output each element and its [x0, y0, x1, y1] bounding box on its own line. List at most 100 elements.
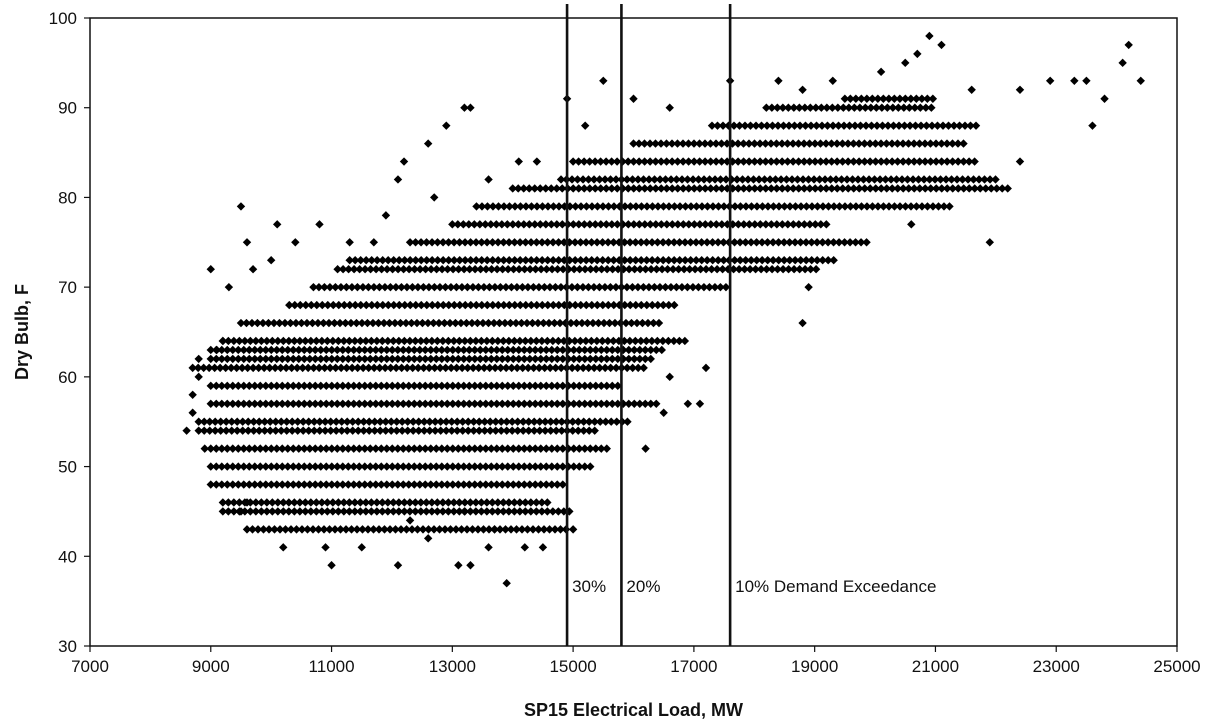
- data-point: [756, 220, 765, 229]
- data-point: [917, 94, 927, 103]
- data-point: [334, 507, 343, 516]
- data-point: [609, 238, 618, 247]
- data-point: [701, 363, 711, 373]
- data-point: [750, 139, 759, 148]
- data-point: [537, 507, 547, 516]
- data-point: [668, 220, 677, 229]
- data-point: [519, 184, 528, 193]
- data-point: [350, 498, 360, 507]
- data-point: [355, 480, 364, 489]
- data-point: [488, 300, 497, 310]
- data-point: [272, 480, 281, 489]
- data-point: [514, 381, 523, 391]
- data-point: [338, 354, 347, 364]
- data-point: [778, 220, 787, 229]
- data-point: [463, 282, 472, 292]
- data-point: [440, 318, 449, 328]
- data-point: [498, 354, 507, 364]
- data-point: [282, 426, 291, 435]
- data-point: [383, 336, 393, 346]
- data-point: [421, 399, 430, 408]
- data-point: [223, 354, 232, 364]
- x-tick-label: 11000: [309, 657, 355, 676]
- data-point: [268, 336, 277, 346]
- data-point: [644, 175, 654, 184]
- data-point: [907, 220, 916, 229]
- data-point: [377, 354, 386, 364]
- data-point: [454, 381, 463, 391]
- data-point: [267, 381, 276, 391]
- data-point: [652, 399, 661, 408]
- data-point: [642, 300, 651, 310]
- data-point: [642, 202, 652, 211]
- data-point: [386, 282, 395, 292]
- data-point: [663, 265, 672, 274]
- data-point: [354, 426, 363, 435]
- data-point: [635, 399, 644, 408]
- data-point: [601, 157, 611, 166]
- data-point: [857, 94, 866, 103]
- data-point: [248, 525, 257, 534]
- data-point: [228, 354, 237, 364]
- data-point: [433, 300, 442, 310]
- data-point: [391, 525, 400, 534]
- data-point: [558, 265, 568, 274]
- data-point: [451, 318, 460, 328]
- data-point: [635, 345, 644, 355]
- data-point: [474, 282, 483, 292]
- data-point: [588, 318, 598, 328]
- data-point: [602, 444, 611, 453]
- data-point: [920, 139, 930, 148]
- data-point: [272, 462, 281, 471]
- data-point: [311, 354, 320, 364]
- data-point: [243, 363, 252, 373]
- data-point: [766, 139, 776, 148]
- data-point: [328, 498, 338, 507]
- data-point: [531, 444, 540, 453]
- x-axis-title: SP15 Electrical Load, MW: [524, 700, 743, 720]
- data-point: [235, 498, 244, 507]
- data-point: [442, 426, 451, 435]
- data-point: [478, 318, 488, 328]
- data-point: [582, 300, 591, 310]
- data-point: [360, 265, 370, 274]
- data-point: [355, 381, 364, 391]
- data-point: [426, 354, 435, 364]
- data-point: [194, 372, 203, 382]
- data-point: [646, 265, 656, 274]
- data-point: [553, 381, 562, 391]
- data-point: [559, 238, 569, 247]
- data-point: [459, 345, 468, 355]
- data-point: [421, 480, 430, 489]
- data-point: [460, 336, 470, 346]
- data-point: [554, 202, 564, 211]
- data-point: [658, 336, 668, 346]
- data-point: [532, 300, 541, 310]
- data-point: [552, 220, 562, 229]
- data-point: [697, 256, 706, 265]
- data-point: [475, 426, 484, 435]
- data-point: [344, 381, 353, 391]
- data-point: [816, 139, 825, 148]
- data-point: [400, 336, 409, 346]
- data-point: [325, 282, 335, 292]
- data-point: [862, 94, 872, 103]
- data-point: [444, 507, 453, 516]
- data-point: [383, 498, 393, 507]
- data-point: [492, 444, 501, 453]
- data-point: [443, 480, 452, 489]
- data-point: [407, 525, 417, 534]
- data-point: [357, 318, 367, 328]
- data-point: [466, 256, 475, 265]
- data-point: [933, 121, 942, 130]
- data-point: [367, 256, 376, 265]
- data-point: [404, 399, 413, 408]
- data-point: [515, 238, 525, 247]
- data-point: [459, 265, 469, 274]
- data-point: [356, 498, 365, 507]
- data-point: [262, 336, 272, 346]
- data-point: [648, 202, 657, 211]
- data-point: [789, 103, 799, 112]
- data-point: [481, 354, 490, 364]
- data-point: [402, 282, 412, 292]
